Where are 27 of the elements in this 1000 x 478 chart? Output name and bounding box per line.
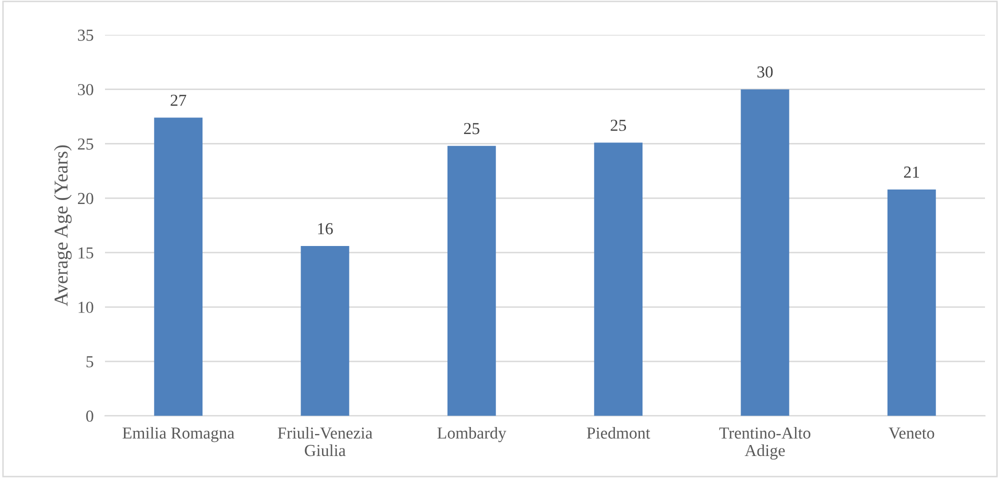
x-tick-label: Emilia Romagna xyxy=(122,426,234,442)
bar xyxy=(154,118,203,416)
y-tick-label: 5 xyxy=(86,356,94,368)
y-tick-label: 0 xyxy=(86,410,94,422)
data-label: 30 xyxy=(757,66,773,78)
x-tick-label: Lombardy xyxy=(437,426,506,442)
y-tick-label: 20 xyxy=(78,192,94,204)
y-tick-label: 30 xyxy=(78,84,94,96)
bar xyxy=(447,146,496,416)
x-tick-label: Trentino-Alto Adige xyxy=(719,426,810,460)
y-tick-label: 10 xyxy=(78,302,94,313)
data-label: 21 xyxy=(904,166,919,178)
data-label: 16 xyxy=(318,223,333,234)
bar xyxy=(300,246,350,416)
bar xyxy=(887,189,936,416)
y-axis-title: Average Age (Years) xyxy=(54,145,72,306)
x-tick-label: Piedmont xyxy=(586,426,650,439)
data-label: 25 xyxy=(464,123,480,134)
y-tick-label: 35 xyxy=(78,30,94,41)
data-label: 27 xyxy=(170,94,186,106)
y-tick-label: 15 xyxy=(78,247,94,259)
bar xyxy=(740,89,790,416)
bar xyxy=(594,142,643,416)
y-tick-label: 25 xyxy=(78,138,94,150)
data-label: 25 xyxy=(610,120,626,131)
x-tick-label: Veneto xyxy=(888,428,934,439)
x-tick-label: Friuli-Venezia Giulia xyxy=(278,426,372,456)
